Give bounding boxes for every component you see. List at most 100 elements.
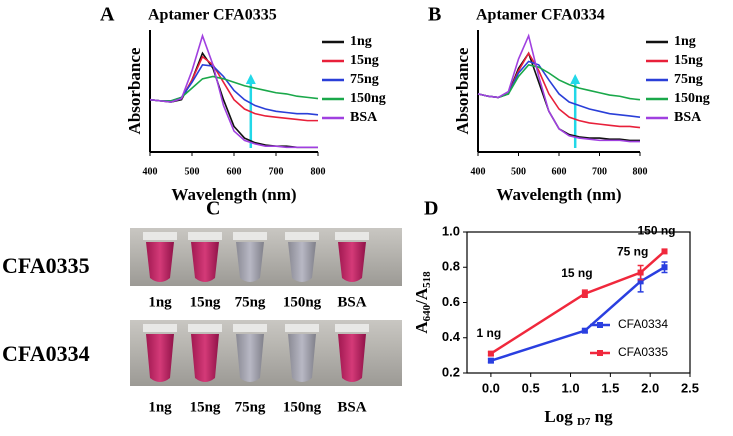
y-axis-label: Absorbance bbox=[453, 47, 472, 134]
legend-label: 150ng bbox=[674, 91, 710, 106]
legend-marker bbox=[597, 350, 603, 356]
tube bbox=[236, 242, 264, 282]
x-tick-label: 400 bbox=[143, 166, 158, 177]
x-tick-label: 600 bbox=[227, 166, 242, 177]
point bbox=[487, 350, 494, 357]
series-line bbox=[490, 266, 666, 362]
legend-label: 75ng bbox=[350, 72, 379, 87]
arrow-head bbox=[570, 74, 581, 84]
tube-label: 150ng bbox=[283, 294, 322, 310]
x-axis-label: Wavelength (nm) bbox=[171, 185, 296, 204]
legend-label: CFA0335 bbox=[618, 345, 668, 359]
x-tick-label: 2.5 bbox=[681, 380, 699, 395]
tube-label: 75ng bbox=[235, 399, 266, 415]
annotation: 1 ng bbox=[477, 326, 502, 340]
x-tick-label: 1.5 bbox=[601, 380, 619, 395]
x-tick-label: 500 bbox=[185, 166, 200, 177]
spectrum-line bbox=[477, 33, 640, 143]
x-tick-label: 1.0 bbox=[561, 380, 579, 395]
spectrum-line bbox=[149, 75, 319, 102]
tube-rim bbox=[335, 232, 369, 240]
tube-label: 15ng bbox=[190, 294, 221, 310]
spectrum-line bbox=[477, 51, 641, 129]
tube bbox=[288, 334, 316, 382]
tube bbox=[338, 242, 366, 282]
y-label-part: A bbox=[412, 321, 431, 334]
chart-title: Aptamer CFA0335 bbox=[148, 7, 277, 24]
panel-label: C bbox=[206, 198, 220, 220]
tube-label: 150ng bbox=[283, 399, 322, 415]
tube-rim bbox=[335, 324, 369, 332]
row-label: CFA0335 bbox=[2, 253, 90, 278]
point bbox=[581, 327, 588, 334]
legend-marker bbox=[597, 322, 603, 328]
chart-title: Aptamer CFA0334 bbox=[476, 7, 605, 24]
x-tick-label: 700 bbox=[592, 166, 607, 177]
y-label-part: 518 bbox=[421, 271, 433, 288]
legend-label: 1ng bbox=[674, 34, 696, 49]
x-tick-label: 500 bbox=[511, 166, 526, 177]
tube-label: 15ng bbox=[190, 399, 221, 415]
tube bbox=[191, 334, 219, 382]
y-axis-label: Absorbance bbox=[125, 47, 144, 134]
tube-label: BSA bbox=[337, 294, 366, 310]
panel-label: A bbox=[100, 4, 115, 26]
tube bbox=[146, 334, 174, 382]
x-tick-label: 800 bbox=[633, 166, 648, 177]
x-tick-label: 600 bbox=[552, 166, 567, 177]
tube bbox=[236, 334, 264, 382]
panel-label: B bbox=[428, 4, 441, 26]
y-tick-label: 0.4 bbox=[442, 329, 461, 344]
point bbox=[661, 264, 668, 271]
tube-rim bbox=[143, 324, 177, 332]
tube-rim bbox=[285, 232, 319, 240]
x-tick-label: 400 bbox=[471, 166, 486, 177]
tube-rim bbox=[143, 232, 177, 240]
tube-label: 1ng bbox=[148, 399, 172, 415]
arrow-head bbox=[245, 74, 256, 84]
x-axis-label: Log D7 ng bbox=[544, 407, 613, 428]
tube bbox=[288, 242, 316, 282]
x-tick-label: 0.0 bbox=[482, 380, 500, 395]
spectrum-line bbox=[149, 55, 318, 122]
tube-rim bbox=[285, 324, 319, 332]
tube bbox=[338, 334, 366, 382]
tube-rim bbox=[233, 232, 267, 240]
tube-rim bbox=[188, 232, 222, 240]
tube-label: 75ng bbox=[235, 294, 266, 310]
x-tick-label: 0.5 bbox=[522, 380, 540, 395]
point bbox=[661, 248, 668, 255]
y-label-part: /A bbox=[412, 287, 431, 306]
x-tick-label: 2.0 bbox=[641, 380, 659, 395]
legend-label: 150ng bbox=[350, 91, 386, 106]
legend-label: 15ng bbox=[674, 53, 703, 68]
series-line bbox=[490, 250, 666, 355]
x-label-part: D7 bbox=[577, 416, 591, 428]
legend-label: 1ng bbox=[350, 34, 372, 49]
tube-label: BSA bbox=[337, 399, 366, 415]
x-label-part: ng bbox=[590, 407, 613, 426]
legend-label: 75ng bbox=[674, 72, 703, 87]
row-label: CFA0334 bbox=[2, 341, 90, 366]
y-tick-label: 1.0 bbox=[442, 223, 460, 238]
legend-label: BSA bbox=[350, 110, 378, 125]
x-tick-label: 700 bbox=[269, 166, 284, 177]
annotation: 75 ng bbox=[617, 245, 648, 259]
tube bbox=[191, 242, 219, 282]
annotation: 15 ng bbox=[561, 266, 592, 280]
point bbox=[637, 278, 644, 285]
legend-label: BSA bbox=[674, 110, 702, 125]
photo-panel: 1ng 15ng 75ng 150ng BSA 1ng 15ng 75ng 150ng BSA bbox=[130, 228, 402, 415]
legend-label: CFA0334 bbox=[618, 317, 668, 331]
y-tick-label: 0.2 bbox=[442, 364, 460, 379]
point bbox=[637, 269, 644, 276]
panel-label: D bbox=[424, 198, 438, 220]
tube-rim bbox=[188, 324, 222, 332]
y-axis-label: A640/A518 bbox=[412, 271, 433, 334]
tube-label: 1ng bbox=[148, 294, 172, 310]
legend-label: 15ng bbox=[350, 53, 379, 68]
x-axis-label: Wavelength (nm) bbox=[496, 185, 621, 204]
y-tick-label: 0.6 bbox=[442, 294, 460, 309]
x-label-part: Log bbox=[544, 407, 577, 426]
